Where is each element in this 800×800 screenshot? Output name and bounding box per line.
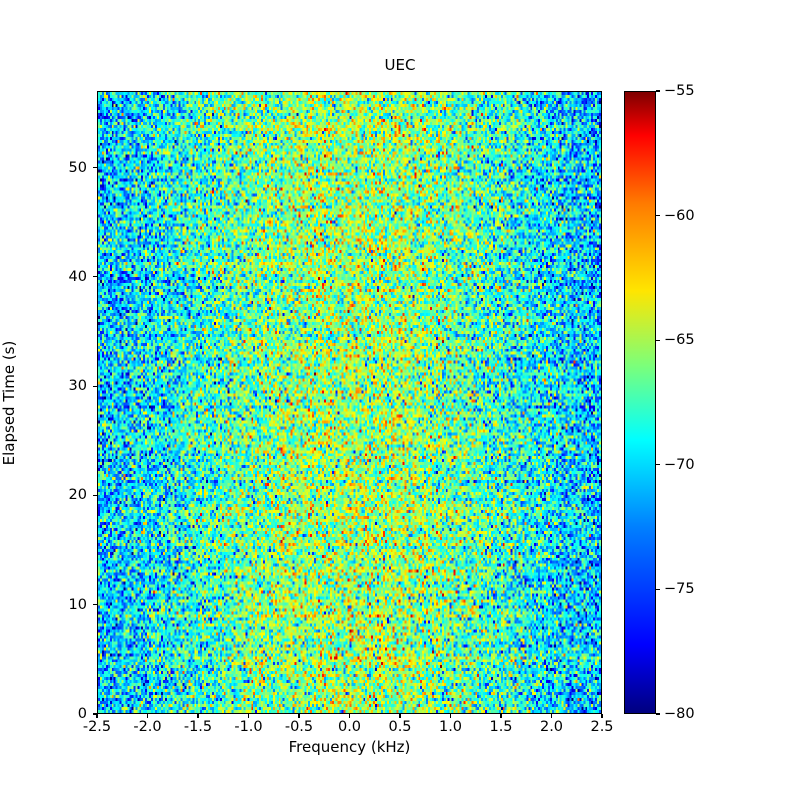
title-station-name: UEC	[384, 56, 416, 74]
x-tick-mark	[449, 714, 452, 718]
colorbar-tick-label: −60	[664, 207, 695, 224]
x-tick-mark	[601, 714, 603, 718]
y-tick-mark	[93, 604, 97, 606]
y-tick-label: 40	[68, 268, 87, 285]
spectrogram-plot-area	[97, 91, 602, 714]
colorbar-tick-mark	[656, 339, 660, 341]
x-tick-mark	[500, 714, 502, 718]
colorbar-tick-label: −65	[664, 332, 695, 349]
x-tick-label: 0.0	[337, 719, 362, 735]
x-tick-label: 1.0	[438, 719, 463, 735]
x-axis-label: Frequency (kHz)	[288, 738, 411, 756]
x-tick-mark	[298, 714, 300, 718]
colorbar-tick-mark	[656, 215, 660, 217]
colorbar-tick-label: −70	[664, 456, 695, 473]
y-tick-label: 0	[77, 706, 87, 722]
colorbar-gradient	[625, 92, 655, 713]
x-tick-label: 2.0	[539, 719, 564, 735]
x-tick-mark	[550, 714, 553, 718]
x-tick-label: -1.5	[183, 719, 213, 735]
colorbar-tick-label: −80	[664, 706, 695, 722]
colorbar-tick-mark	[656, 713, 660, 715]
x-tick-mark	[348, 714, 351, 718]
x-tick-mark	[399, 714, 401, 718]
x-tick-mark	[197, 714, 199, 718]
y-axis-label: Elapsed Time (s)	[0, 340, 18, 465]
x-tick-label: 0.5	[388, 719, 412, 735]
y-tick-mark	[93, 276, 97, 278]
y-tick-mark	[93, 385, 97, 387]
y-tick-label: 20	[68, 487, 87, 504]
y-tick-label: 50	[68, 159, 87, 176]
spectrogram-image	[98, 92, 601, 713]
y-tick-mark	[93, 713, 97, 715]
colorbar-tick-label: −55	[664, 83, 695, 99]
y-tick-mark	[93, 166, 97, 169]
x-tick-label: -2.0	[133, 719, 162, 735]
x-tick-label: -1.0	[234, 719, 263, 735]
colorbar	[624, 91, 656, 714]
x-tick-mark	[146, 714, 149, 718]
colorbar-tick-mark	[656, 588, 660, 590]
y-tick-label: 10	[68, 596, 87, 613]
x-tick-mark	[247, 714, 250, 718]
x-tick-label: -0.5	[284, 719, 314, 735]
colorbar-tick-mark	[656, 90, 660, 92]
y-tick-mark	[93, 494, 97, 496]
colorbar-tick-mark	[656, 464, 660, 466]
x-tick-label: 1.5	[489, 719, 513, 735]
y-tick-label: 30	[68, 378, 87, 395]
colorbar-tick-label: −75	[664, 581, 695, 598]
x-tick-label: -2.5	[82, 719, 112, 735]
x-tick-label: 2.5	[590, 719, 614, 735]
x-tick-mark	[96, 714, 98, 718]
